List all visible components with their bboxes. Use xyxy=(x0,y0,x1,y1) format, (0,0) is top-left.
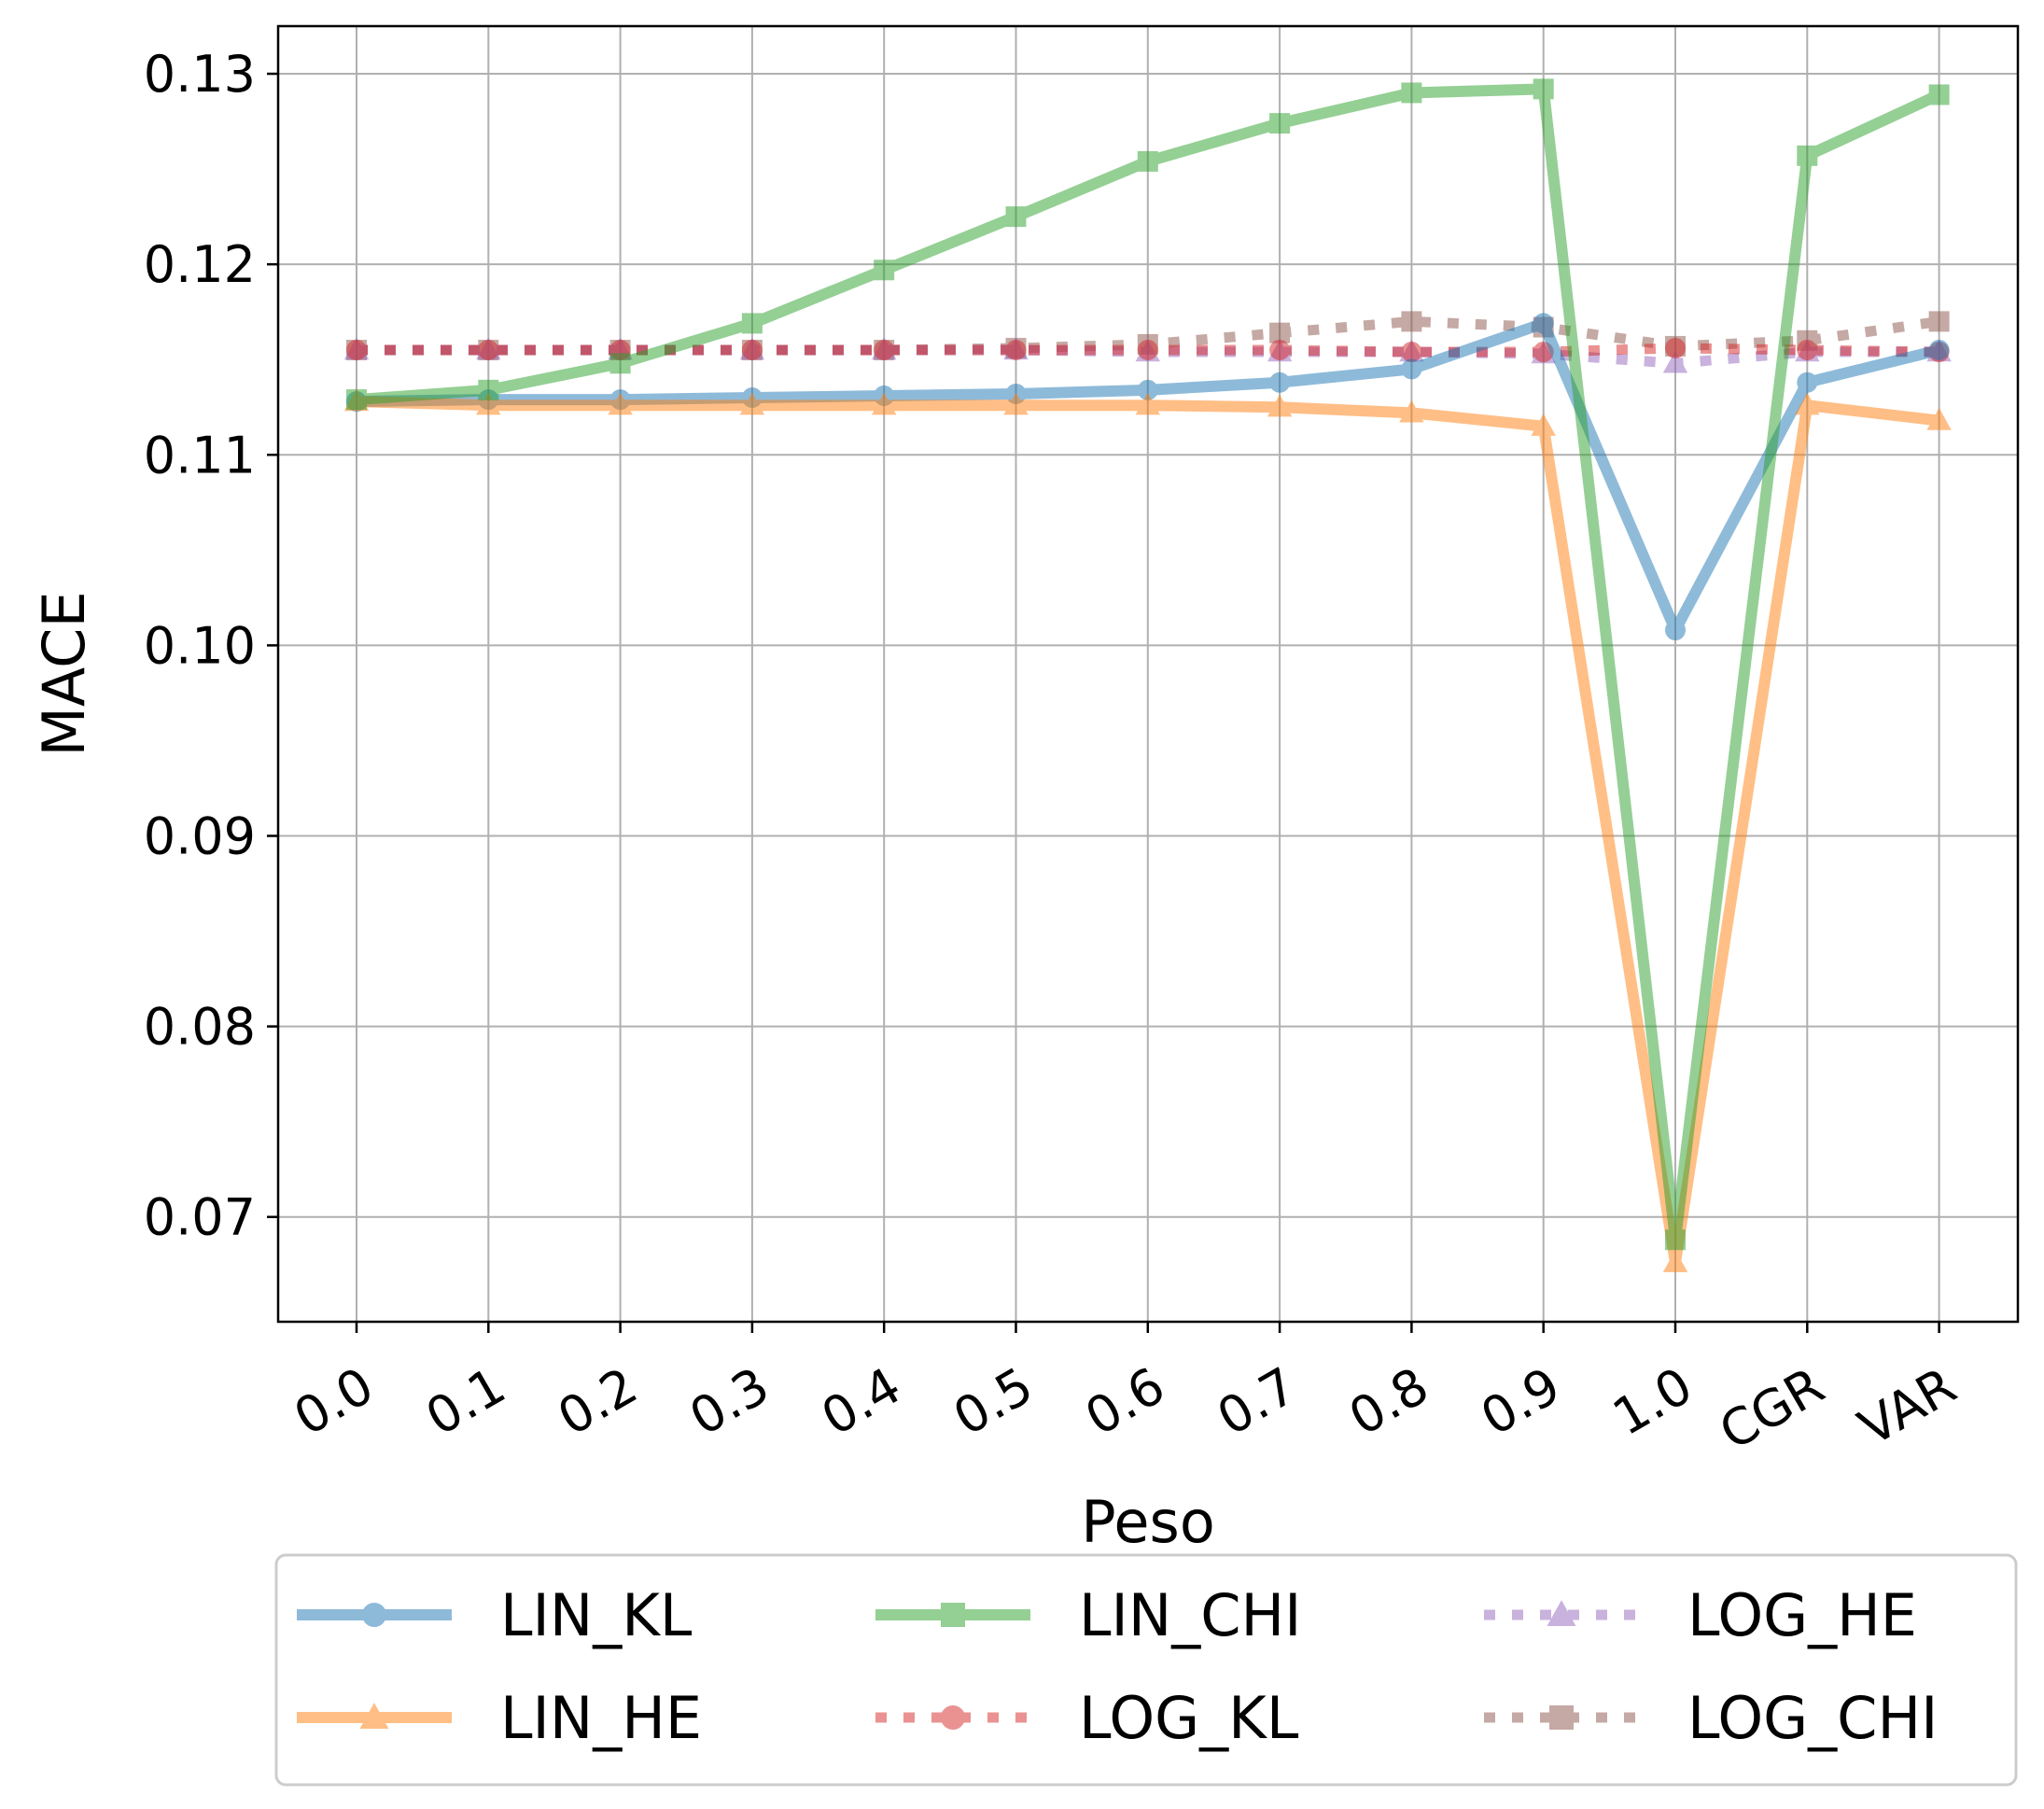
legend-label-lin-he: LIN_HE xyxy=(500,1684,702,1752)
grid xyxy=(278,26,2018,1322)
y-tick-label: 0.10 xyxy=(144,616,256,675)
x-tick-label: 0.2 xyxy=(548,1356,647,1448)
data-point-log-kl xyxy=(1401,342,1422,363)
data-point-lin-chi xyxy=(609,353,631,374)
data-point-lin-he xyxy=(608,392,633,415)
data-point-log-kl xyxy=(346,340,367,360)
legend-label-log-kl: LOG_KL xyxy=(1079,1684,1299,1752)
data-point-log-kl xyxy=(1005,340,1027,360)
data-point-lin-kl xyxy=(1797,372,1818,393)
data-point-lin-chi xyxy=(1269,113,1291,134)
y-tick-label: 0.08 xyxy=(144,998,256,1057)
series-lin-he xyxy=(343,388,1952,1272)
legend-item-log-he: LOG_HE xyxy=(1484,1581,1917,1649)
data-point-lin-kl xyxy=(1401,358,1422,380)
data-point-lin-he xyxy=(872,392,897,415)
y-tick-labels: 0.07 0.08 0.09 0.10 0.11 0.12 0.13 xyxy=(144,45,278,1247)
data-point-log-kl xyxy=(741,340,763,360)
y-axis-title: MACE xyxy=(30,591,98,756)
legend-item-log-chi: LOG_CHI xyxy=(1484,1684,1938,1752)
data-point-log-kl xyxy=(1665,337,1686,358)
data-point-lin-chi xyxy=(1137,150,1158,172)
data-point-lin-he xyxy=(1662,1250,1688,1272)
x-tick-label: 0.9 xyxy=(1471,1356,1570,1448)
legend-handle-lin-he xyxy=(297,1703,452,1730)
data-point-lin-chi xyxy=(1665,1229,1686,1251)
x-tick-label: 0.3 xyxy=(680,1356,779,1448)
series-lin-chi xyxy=(346,78,1950,1251)
data-point-lin-kl xyxy=(1269,372,1291,393)
legend: LIN_KL LIN_HE LIN_CHI LOG_KL LOG_HE LOG_CHI xyxy=(274,1553,2018,1787)
data-point-lin-chi xyxy=(1797,145,1818,166)
legend-label-lin-kl: LIN_KL xyxy=(500,1581,693,1649)
legend-label-log-chi: LOG_CHI xyxy=(1687,1684,1938,1752)
data-point-log-kl xyxy=(478,340,499,360)
x-tick-label: 1.0 xyxy=(1603,1356,1702,1448)
data-point-lin-he xyxy=(1003,392,1029,415)
legend-marker-log-he xyxy=(1547,1600,1576,1627)
data-point-lin-chi xyxy=(741,313,763,334)
data-point-lin-chi xyxy=(1533,78,1554,100)
y-tick-label: 0.11 xyxy=(144,426,256,484)
x-tick-label: 0.0 xyxy=(285,1356,384,1448)
data-point-lin-he xyxy=(739,392,765,415)
legend-label-log-he: LOG_HE xyxy=(1687,1581,1917,1649)
data-point-lin-kl xyxy=(1533,313,1554,334)
legend-label-lin-chi: LIN_CHI xyxy=(1079,1581,1301,1649)
data-point-lin-kl xyxy=(1665,620,1686,641)
data-point-lin-chi xyxy=(1401,82,1422,104)
legend-handle-log-he xyxy=(1484,1600,1639,1627)
legend-item-log-kl: LOG_KL xyxy=(875,1684,1299,1752)
x-tick-label: CGR xyxy=(1710,1356,1834,1462)
data-point-lin-chi xyxy=(478,379,499,400)
data-point-lin-chi xyxy=(874,259,895,281)
data-point-log-chi xyxy=(1928,311,1950,332)
y-tick-label: 0.12 xyxy=(144,235,256,294)
x-tick-label: 0.5 xyxy=(944,1356,1043,1448)
data-point-lin-he xyxy=(1531,414,1556,436)
legend-item-lin-kl: LIN_KL xyxy=(297,1581,693,1649)
legend-marker-lin-kl xyxy=(362,1603,386,1627)
data-point-lin-chi xyxy=(1005,206,1027,228)
x-tick-label: 0.6 xyxy=(1075,1356,1174,1448)
data-point-log-kl xyxy=(1797,340,1818,360)
data-point-lin-he xyxy=(1926,407,1952,430)
x-tick-label: 0.1 xyxy=(416,1356,515,1448)
data-point-lin-he xyxy=(1267,394,1293,417)
legend-handle-lin-chi xyxy=(875,1603,1030,1627)
legend-item-lin-he: LIN_HE xyxy=(297,1684,702,1752)
data-point-log-chi xyxy=(1401,311,1422,332)
x-tick-label: 0.7 xyxy=(1208,1356,1307,1448)
x-tick-label: VAR xyxy=(1849,1356,1966,1458)
x-tick-label: 0.4 xyxy=(812,1356,911,1448)
legend-marker-log-chi xyxy=(1549,1705,1574,1730)
data-point-lin-chi xyxy=(1928,84,1950,105)
y-tick-label: 0.09 xyxy=(144,807,256,866)
legend-handle-log-chi xyxy=(1484,1705,1639,1730)
y-tick-label: 0.13 xyxy=(144,45,256,104)
data-point-lin-he xyxy=(1795,392,1820,415)
legend-marker-log-kl xyxy=(941,1705,965,1730)
legend-marker-lin-chi xyxy=(941,1603,965,1627)
legend-item-lin-chi: LIN_CHI xyxy=(875,1581,1301,1649)
x-tick-labels: 0.0 0.1 0.2 0.3 0.4 0.5 0.6 0.7 0.8 0.9 1.0 CGR VAR xyxy=(285,1322,1966,1462)
legend-handle-lin-kl xyxy=(297,1603,452,1627)
data-point-lin-kl xyxy=(1928,340,1950,360)
data-point-log-kl xyxy=(874,340,895,360)
legend-box xyxy=(274,1553,2018,1787)
data-point-lin-chi xyxy=(346,389,367,411)
legend-handle-log-kl xyxy=(875,1705,1030,1730)
x-tick-label: 0.8 xyxy=(1339,1356,1438,1448)
data-point-log-kl xyxy=(1269,340,1291,360)
data-point-lin-he xyxy=(1135,392,1160,415)
x-axis-title: Peso xyxy=(1081,1488,1215,1556)
y-tick-label: 0.07 xyxy=(144,1188,256,1247)
data-point-lin-he xyxy=(1399,400,1424,423)
data-point-lin-he xyxy=(476,392,501,415)
data-point-log-kl xyxy=(1137,340,1158,360)
series-lines xyxy=(343,78,1952,1272)
data-point-log-he xyxy=(1662,350,1688,373)
legend-marker-lin-he xyxy=(359,1703,389,1730)
